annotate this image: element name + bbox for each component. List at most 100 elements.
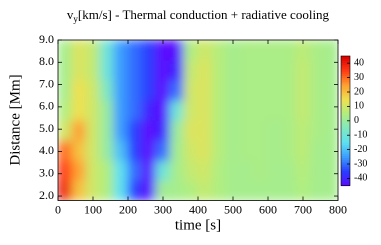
heatmap-cell [281,179,297,201]
heatmap-cell [309,139,325,161]
heatmap-cell [113,159,129,181]
heatmap-cell [295,59,311,81]
heatmap-cell [169,59,185,81]
heatmap-cell [71,179,87,201]
colorbar-swatch [341,176,350,180]
heatmap-cell [141,179,157,201]
heatmap-cell [211,79,227,101]
colorbar-swatch [341,179,350,182]
y-tick-label: 3.0 [39,166,54,180]
heatmap-cell [253,99,269,121]
colorbar-swatch [341,79,350,83]
colorbar-swatch [341,164,350,167]
colorbar-tick-label: -10 [354,129,367,140]
colorbar-swatch [341,120,350,124]
heatmap-cell [58,40,73,61]
heatmap-cell [281,99,297,121]
heatmap-cell [99,159,115,181]
heatmap-cell [267,139,283,161]
colorbar-tick-label: 40 [354,57,364,68]
heatmap-cell [295,179,311,201]
heatmap-cell [99,99,115,121]
heatmap-cell [253,159,269,181]
heatmap-cell [99,179,115,201]
heatmap-cell [113,179,129,201]
heatmap-cell [239,179,255,201]
heatmap-cell [58,159,73,181]
heatmap-cell [113,119,129,141]
colorbar-swatch [341,166,350,169]
colorbar-swatch [341,84,350,87]
colorbar: -40 -30 -20 -10 0 10 20 30 40 [340,55,367,187]
colorbar-swatch [341,116,350,120]
colorbar-swatch [341,142,350,146]
heatmap-cell [253,59,269,81]
heatmap-cell [99,79,115,101]
y-tick-label: 6.0 [39,99,54,113]
heatmap-cell [295,99,311,121]
heatmap-cell [309,99,325,121]
heatmap-cell [211,139,227,161]
colorbar-swatch [341,170,350,174]
heatmap-cell [295,139,311,161]
heatmap-cell [197,159,213,181]
heatmap-cell [71,40,87,61]
heatmap-cell [85,179,101,201]
heatmap-cell [58,179,73,201]
heatmap-cell [323,119,338,141]
heatmap-cell [58,99,73,121]
heatmap-cell [323,179,338,201]
heatmap-cell [141,119,157,141]
heatmap-cell [267,99,283,121]
heatmap-cell [239,99,255,121]
x-tick-label: 200 [119,202,137,216]
colorbar-swatch [341,144,350,148]
heatmap-cell [225,99,241,121]
heatmap-cell [267,179,283,201]
x-tick-label: 400 [189,202,207,216]
heatmap-cell [155,59,171,81]
heatmap-cell [155,119,171,141]
heatmap-cell [211,40,227,61]
heatmap-cell [211,179,227,201]
colorbar-swatch [341,140,350,143]
heatmap-cell [183,139,199,161]
colorbar-swatch [341,127,350,130]
colorbar-swatch [341,105,350,109]
colorbar-swatch [341,62,350,66]
colorbar-swatch [341,97,350,100]
heatmap-cell [99,139,115,161]
heatmap-cell [85,139,101,161]
colorbar-swatch [341,174,350,178]
colorbar-swatch [341,155,350,159]
heatmap-cell [281,119,297,141]
y-tick-label: 5.0 [39,121,54,135]
heatmap-cell [281,59,297,81]
heatmap-cell [58,79,73,101]
title-part: v [67,7,74,22]
colorbar-swatch [341,107,350,111]
heatmap-cell [71,159,87,181]
heatmap-cell [169,40,185,61]
colorbar-swatch [341,122,350,126]
x-tick-label: 500 [224,202,242,216]
colorbar-swatch [341,151,350,154]
colorbar-swatch [341,94,350,98]
heatmap-cell [183,179,199,201]
heatmap-cell [281,159,297,181]
heatmap-cell [127,119,143,141]
heatmap-cell [225,159,241,181]
heatmap-cell [323,59,338,81]
heatmap-cell [85,79,101,101]
heatmap-cell [113,40,129,61]
colorbar-tick-label: 10 [354,101,364,112]
colorbar-swatch [341,66,350,70]
heatmap-cell [211,119,227,141]
colorbar-swatch [341,133,350,137]
chart-title: vy[km/s] - Thermal conduction + radiativ… [67,7,330,24]
colorbar-swatch [341,183,350,187]
heatmap-cell [155,159,171,181]
heatmap-cell [281,79,297,101]
colorbar-swatch [341,103,350,107]
